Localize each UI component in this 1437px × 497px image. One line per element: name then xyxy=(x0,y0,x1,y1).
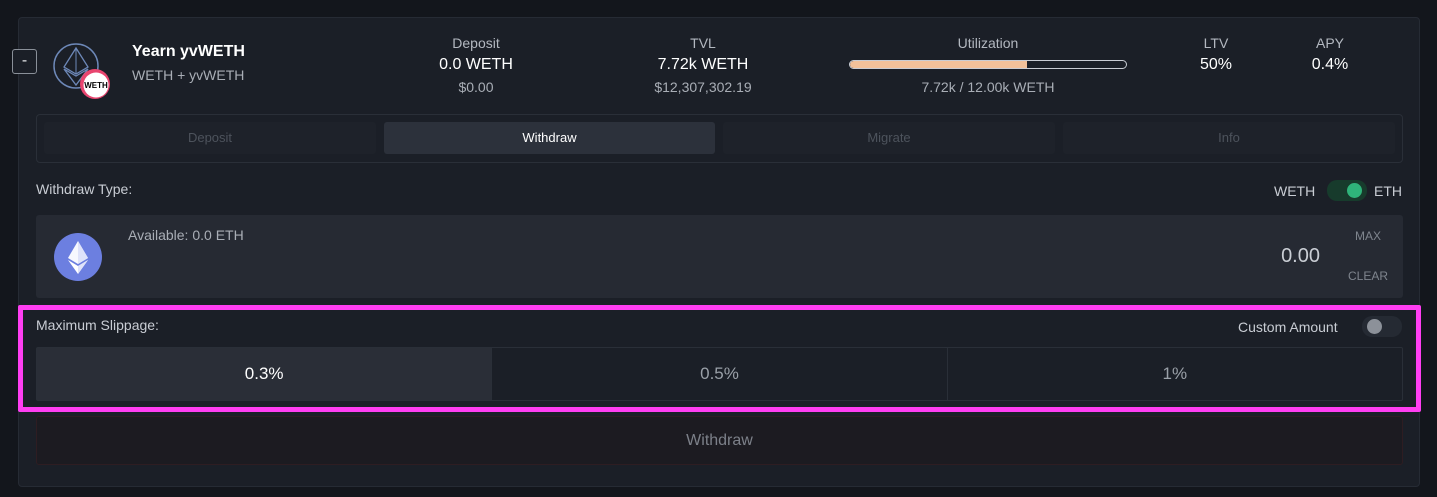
amount-panel xyxy=(36,215,1403,298)
tab-migrate[interactable]: Migrate xyxy=(723,122,1055,154)
custom-amount-toggle[interactable] xyxy=(1362,316,1402,337)
clear-button[interactable]: CLEAR xyxy=(1348,269,1389,283)
custom-toggle-knob xyxy=(1367,319,1382,334)
amount-input[interactable]: 0.00 xyxy=(1281,245,1320,267)
utilization-text: 7.72k / 12.00k WETH xyxy=(921,79,1055,95)
tvl-label: TVL xyxy=(690,35,716,51)
tab-deposit[interactable]: Deposit xyxy=(44,122,376,154)
utilization-stat: Utilization xyxy=(888,35,1088,51)
toggle-weth-label: WETH xyxy=(1274,183,1316,199)
deposit-label: Deposit xyxy=(452,35,500,51)
slippage-options: 0.3% 0.5% 1% xyxy=(36,347,1403,401)
toggle-eth-label: ETH xyxy=(1374,183,1402,199)
tvl-value: 7.72k WETH xyxy=(657,56,749,73)
weth-eth-toggle[interactable] xyxy=(1327,180,1367,201)
apy-label: APY xyxy=(1315,35,1344,51)
custom-amount-label: Custom Amount xyxy=(1238,319,1338,335)
deposit-usd: $0.00 xyxy=(458,79,494,95)
withdraw-type-label: Withdraw Type: xyxy=(36,181,133,197)
deposit-stat: Deposit 0.0 WETH $0.00 xyxy=(416,35,536,95)
tab-withdraw[interactable]: Withdraw xyxy=(384,122,715,154)
slippage-option-0-5[interactable]: 0.5% xyxy=(492,348,948,400)
tab-info[interactable]: Info xyxy=(1063,122,1395,154)
vault-pair: WETH + yvWETH xyxy=(132,67,245,83)
withdraw-button[interactable]: Withdraw xyxy=(36,416,1403,465)
ltv-stat: LTV 50% xyxy=(1186,35,1246,75)
utilization-label: Utilization xyxy=(957,35,1019,51)
slippage-option-1[interactable]: 1% xyxy=(1162,364,1188,383)
tvl-stat: TVL 7.72k WETH $12,307,302.19 xyxy=(633,35,773,95)
slippage-label: Maximum Slippage: xyxy=(36,317,159,333)
tvl-usd: $12,307,302.19 xyxy=(654,79,752,95)
utilization-bar-fill xyxy=(850,61,1028,68)
vault-asset-icon: WETH xyxy=(52,42,112,102)
utilization-text-wrap: 7.72k / 12.00k WETH xyxy=(888,79,1088,95)
vault-name: Yearn yvWETH xyxy=(132,43,245,60)
ltv-value: 50% xyxy=(1199,56,1233,73)
eth-icon xyxy=(54,233,102,281)
max-button[interactable]: MAX xyxy=(1355,229,1382,243)
apy-stat: APY 0.4% xyxy=(1300,35,1360,75)
slippage-option-0-3[interactable]: 0.3% xyxy=(37,348,493,400)
apy-value: 0.4% xyxy=(1311,56,1349,73)
ltv-label: LTV xyxy=(1203,35,1229,51)
collapse-button[interactable]: - xyxy=(12,49,37,74)
weth-badge-text: WETH xyxy=(84,81,108,90)
utilization-bar xyxy=(849,60,1127,69)
available-balance: Available: 0.0 ETH xyxy=(128,227,244,243)
action-tabs: Deposit Withdraw Migrate Info xyxy=(36,114,1403,163)
toggle-knob xyxy=(1347,183,1362,198)
deposit-value: 0.0 WETH xyxy=(439,56,513,73)
